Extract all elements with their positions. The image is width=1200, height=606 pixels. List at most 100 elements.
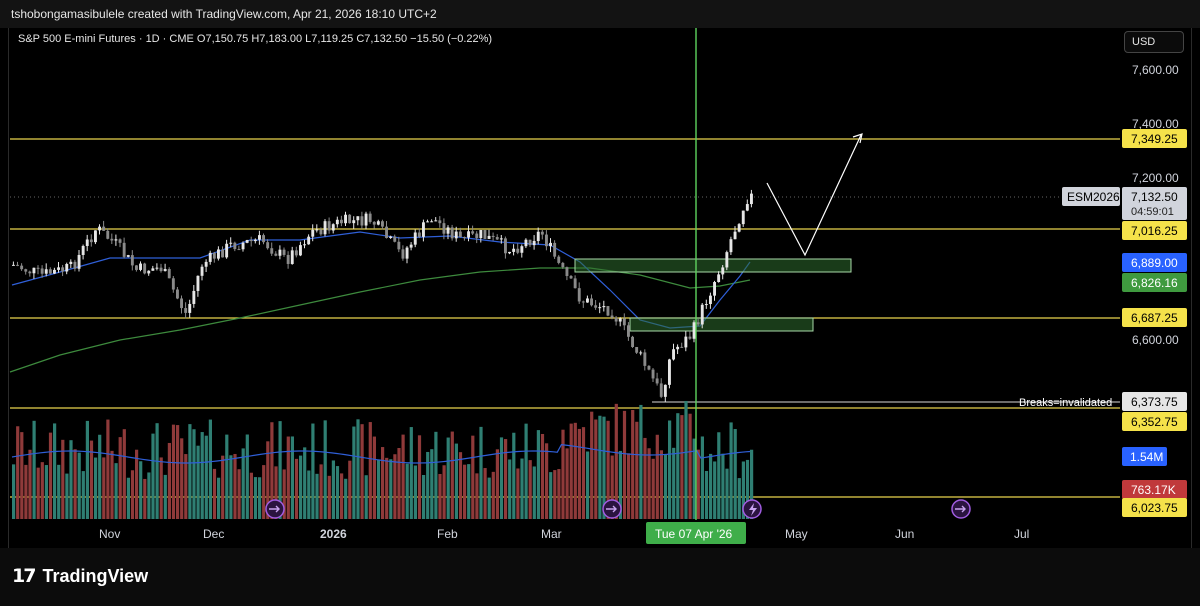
candle-body [262, 235, 265, 243]
candle-body [241, 242, 245, 250]
candle-body [278, 249, 282, 256]
volume-label: 763.17K [1131, 483, 1176, 497]
volume-bar [253, 477, 258, 519]
volume-bar [487, 477, 491, 519]
volume-bar [581, 427, 586, 519]
candle-body [167, 269, 171, 279]
candle-body [467, 231, 470, 238]
time-label: Nov [99, 527, 120, 541]
candle-body [655, 378, 659, 384]
volume-bar [725, 468, 729, 519]
volume-bar [450, 431, 454, 519]
candle-body [139, 263, 142, 270]
event-marker-dividend[interactable] [951, 499, 971, 519]
volume-bar [53, 423, 57, 519]
time-label: May [785, 527, 808, 541]
volume-bar [372, 436, 376, 519]
volume-bar [639, 404, 643, 519]
volume-bar [340, 473, 344, 519]
candle-body [479, 230, 483, 239]
candle-body [672, 349, 675, 360]
volume-bar [512, 432, 516, 519]
volume-bar [676, 413, 680, 519]
candle-body [487, 235, 491, 239]
volume-bar [360, 424, 364, 519]
volume-bar [499, 437, 504, 519]
candle-body [692, 322, 696, 339]
volume-bar [598, 415, 602, 519]
candle-body [434, 220, 438, 222]
invalidation-label-bg [1122, 392, 1187, 411]
candle-body [577, 288, 581, 302]
volume-bar [385, 457, 389, 519]
projection-arrowhead [852, 133, 863, 144]
volume-bar [467, 464, 471, 519]
volume-bar [130, 470, 135, 519]
candle-body [282, 249, 286, 255]
volume-bar [85, 420, 89, 519]
candle-body [126, 255, 130, 257]
candle-body [573, 278, 577, 289]
candle-body [409, 244, 413, 248]
volume-bar [102, 457, 106, 519]
candle-body [508, 251, 511, 254]
volume-bar [106, 419, 110, 519]
candle-body [528, 239, 532, 246]
candle-body [69, 261, 73, 265]
volume-bar [36, 467, 40, 519]
candle-body [639, 352, 643, 354]
candle-body [512, 248, 516, 252]
event-marker-dividend[interactable] [265, 499, 285, 519]
volume-bar [368, 422, 372, 519]
candle-body [356, 216, 360, 221]
volume-bar [192, 429, 196, 519]
chart-canvas[interactable]: Breaks=invalidated 7,600.00 7,400.00 7,2… [0, 0, 1200, 548]
price-tick: 6,600.00 [1132, 333, 1179, 347]
candle-body [57, 267, 60, 270]
candle-body [163, 269, 167, 272]
candle-body [352, 220, 356, 224]
attribution-bar: tshobongamasibulele created with Trading… [0, 0, 1200, 28]
volume-bar [217, 477, 221, 519]
volume-bar [184, 454, 188, 519]
currency-button[interactable]: USD [1124, 31, 1184, 53]
symbol-legend[interactable]: S&P 500 E-mini Futures · 1D · CME O7,150… [18, 33, 493, 45]
volume-bar [143, 478, 147, 519]
candle-body [319, 229, 323, 235]
volume-bar [750, 449, 754, 519]
candle-body [590, 298, 593, 306]
candle-body [335, 219, 339, 225]
volume-bar [40, 462, 44, 519]
volume-bar [565, 448, 569, 519]
event-marker-lightning[interactable] [742, 499, 762, 519]
candle-body [176, 289, 179, 299]
level-label-6352: 6,352.75 [1131, 415, 1178, 429]
candle-body [618, 318, 622, 322]
candle-body [340, 219, 343, 224]
price-label-bg [1122, 129, 1187, 148]
volume-bar [110, 450, 114, 519]
tradingview-mark-icon: 17 [12, 565, 36, 587]
event-marker-dividend[interactable] [602, 499, 622, 519]
crosshair-date-bg [646, 522, 746, 544]
candle-body [208, 252, 212, 262]
price-tick: 7,200.00 [1132, 171, 1179, 185]
volume-bar [233, 453, 237, 519]
volume-bar [323, 420, 327, 519]
volume-bar [376, 459, 381, 519]
volume-bars [12, 400, 754, 519]
level-label-7016: 7,016.25 [1131, 224, 1178, 238]
volume-bar [344, 478, 348, 519]
candle-body [463, 237, 466, 239]
volume-bar [709, 453, 713, 519]
volume-bar [483, 468, 487, 519]
volume-bar [684, 400, 688, 519]
volume-bar [577, 428, 581, 519]
candle-body [553, 242, 557, 257]
candle-body [495, 237, 499, 240]
volume-bar [733, 429, 737, 519]
candle-body [221, 249, 224, 258]
volume-bar [426, 451, 430, 519]
volume-bar [618, 450, 622, 519]
candle-body [315, 229, 319, 231]
